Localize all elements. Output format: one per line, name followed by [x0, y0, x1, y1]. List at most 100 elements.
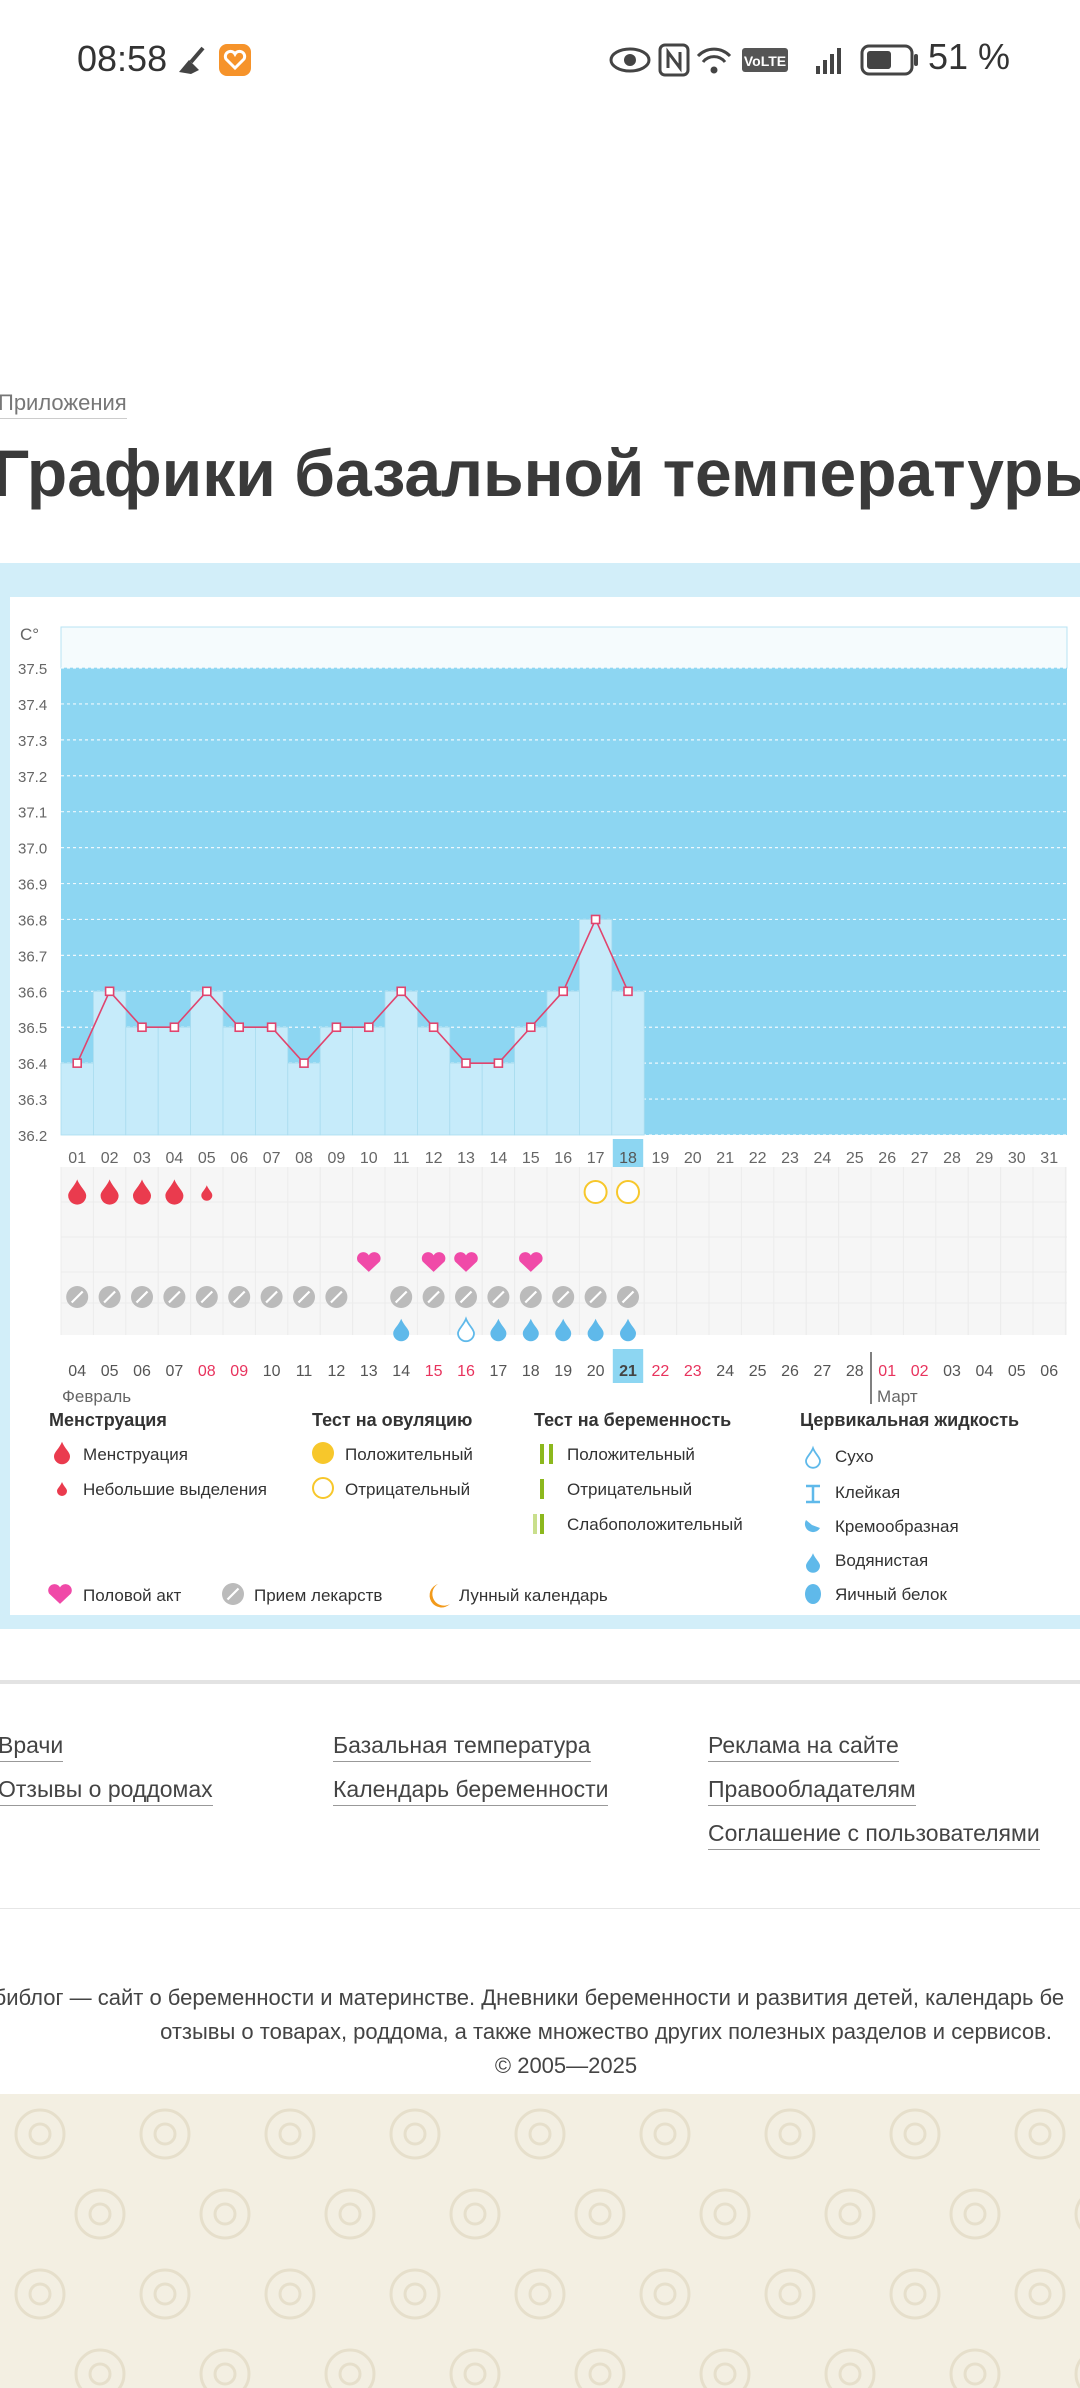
cycle-day-label: 10 — [360, 1150, 378, 1167]
calendar-date-label: 01 — [878, 1363, 896, 1380]
pattern-flower-center — [653, 2282, 677, 2306]
pattern-flower-center — [713, 2202, 737, 2226]
cycle-day-label: 12 — [425, 1150, 443, 1167]
cycle-day-label: 15 — [522, 1150, 540, 1167]
nfc-icon — [658, 43, 690, 77]
pattern-flower-center — [28, 2282, 52, 2306]
pattern-flower-center — [338, 2362, 362, 2386]
pattern-flower — [449, 2348, 501, 2388]
y-tick-label: 36.4 — [18, 1056, 47, 1073]
legend-pregnancy-title: Тест на беременность — [534, 1410, 731, 1430]
breadcrumb[interactable]: Приложения — [0, 390, 127, 419]
volte-icon: VoLTE — [742, 48, 788, 72]
pattern-flower — [264, 2268, 316, 2320]
y-tick-label: 36.9 — [18, 877, 47, 894]
pattern-flower — [639, 2268, 691, 2320]
intercourse-heart-icon — [519, 1252, 543, 1272]
pattern-flower — [199, 2188, 251, 2240]
pattern-flower-center — [838, 2362, 862, 2386]
temperature-point — [461, 1058, 471, 1068]
medication-pill-icon — [584, 1286, 607, 1308]
month-label-start: Февраль — [62, 1387, 131, 1406]
legend-pregnancy-label: Положительный — [567, 1445, 695, 1464]
footer-link-doctors[interactable]: Врачи — [0, 1732, 64, 1762]
footer-link-user-agreement[interactable]: Соглашение с пользователями — [708, 1820, 1040, 1850]
calendar-date-label: 10 — [263, 1363, 281, 1380]
temperature-bar — [60, 1062, 94, 1136]
calendar-date-label: 06 — [1040, 1363, 1058, 1380]
spotting-drop-icon — [201, 1185, 213, 1201]
cycle-day-label: 02 — [101, 1150, 119, 1167]
calendar-date-label: 11 — [296, 1363, 313, 1380]
cycle-day-label: 29 — [976, 1150, 994, 1167]
footer-link-rightholders[interactable]: Правообладателям — [708, 1776, 916, 1806]
y-tick-label: 37.1 — [18, 805, 47, 822]
cervical-watery-icon — [587, 1318, 604, 1342]
cycle-day-label: 11 — [393, 1150, 410, 1167]
pattern-flower — [264, 2108, 316, 2160]
calendar-date-label: 08 — [198, 1363, 216, 1380]
ovulation-negative-icon — [616, 1180, 640, 1204]
medication-pill-icon — [98, 1286, 121, 1308]
footer-link-bbt[interactable]: Базальная температура — [333, 1732, 591, 1762]
current-date-highlight — [612, 1349, 644, 1383]
pattern-flower — [324, 2348, 376, 2388]
medication-pill-icon — [422, 1286, 445, 1308]
cycle-day-label: 07 — [263, 1150, 281, 1167]
calendar-date-label: 24 — [716, 1363, 734, 1380]
cycle-day-label: 16 — [554, 1150, 572, 1167]
battery-percent: 51 % — [927, 36, 1010, 77]
status-notification-icons — [175, 42, 255, 83]
y-tick-label: 36.3 — [18, 1092, 47, 1109]
medication-pill-icon — [487, 1286, 510, 1308]
temperature-point — [169, 1022, 180, 1033]
app-heart-icon — [219, 44, 251, 76]
pattern-flower-center — [403, 2122, 427, 2146]
signal-icon — [816, 48, 841, 74]
legend-menstruation-label: Менструация — [83, 1445, 188, 1464]
legend-cervical-label: Водянистая — [835, 1551, 928, 1570]
pattern-flower — [574, 2188, 626, 2240]
pattern-flower-center — [778, 2122, 802, 2146]
cervical-watery-icon — [490, 1318, 507, 1342]
medication-pill-icon — [519, 1286, 542, 1308]
pattern-flower-center — [28, 2122, 52, 2146]
calendar-date-label: 13 — [360, 1363, 378, 1380]
page-title: Графики базальной температуры — [0, 436, 1080, 510]
footer-divider — [0, 1680, 1080, 1684]
legend-cervical-title: Цервикальная жидкость — [800, 1410, 1019, 1430]
calendar-date-label: 09 — [230, 1363, 248, 1380]
menstruation-drop-icon — [68, 1179, 87, 1205]
legend-pregnancy-bar-icon — [540, 1514, 544, 1534]
pattern-flower-center — [153, 2282, 177, 2306]
pattern-flower-center — [463, 2202, 487, 2226]
pattern-flower — [764, 2108, 816, 2160]
cycle-day-label: 19 — [652, 1150, 670, 1167]
calendar-date-label: 17 — [490, 1363, 508, 1380]
legend-cervical-eggwhite-icon — [805, 1584, 821, 1604]
calendar-date-label: 22 — [652, 1363, 670, 1380]
temperature-bar — [93, 990, 127, 1136]
y-tick-label: 37.4 — [18, 697, 47, 714]
pattern-flower — [1014, 2108, 1066, 2160]
pattern-flower-center — [528, 2282, 552, 2306]
cycle-day-label: 06 — [230, 1150, 248, 1167]
pattern-flower-center — [778, 2282, 802, 2306]
footer-separator — [0, 1908, 1080, 1909]
legend-ovulation-negative-icon — [312, 1477, 334, 1499]
pattern-flower-center — [528, 2122, 552, 2146]
pattern-flower — [324, 2188, 376, 2240]
temperature-point — [266, 1022, 277, 1033]
cycle-day-label: 13 — [457, 1150, 475, 1167]
pattern-flower — [1074, 2358, 1080, 2388]
legend-intercourse-label: Половой акт — [83, 1586, 181, 1605]
footer-link-pregnancy-calendar[interactable]: Календарь беременности — [333, 1776, 609, 1806]
footer-link-maternity-reviews[interactable]: Отзывы о роддомах — [0, 1776, 213, 1806]
temperature-bar — [319, 1026, 354, 1136]
temperature-point — [590, 914, 601, 925]
medication-pill-icon — [455, 1286, 477, 1308]
calendar-date-label: 04 — [976, 1363, 994, 1380]
pattern-flower-center — [463, 2362, 487, 2386]
footer-link-advertising[interactable]: Реклама на сайте — [708, 1732, 899, 1762]
temperature-point — [72, 1058, 82, 1068]
